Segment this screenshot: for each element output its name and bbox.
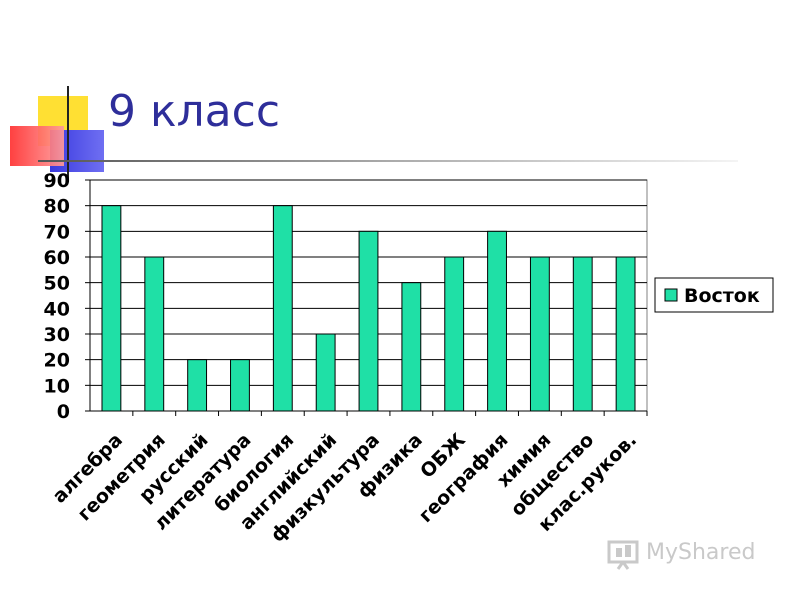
y-tick-label: 20 [44,350,70,372]
bar [487,230,507,412]
legend-swatch [664,288,678,302]
bar [358,230,379,412]
slide-title: 9 класс [108,86,281,137]
watermark-logo: MyShared [606,536,766,572]
bar [101,205,122,412]
y-tick-label: 0 [57,401,70,423]
bar [230,359,250,412]
bar [187,359,208,412]
bar [529,256,550,412]
deco-horizontal-line [38,160,738,162]
y-tick-label: 30 [44,324,70,346]
bar [615,256,636,412]
bar [444,256,465,412]
y-tick-label: 40 [44,298,70,320]
bar [144,256,165,412]
y-tick-label: 90 [44,170,70,192]
y-tick-label: 50 [44,273,70,295]
y-tick-label: 80 [44,196,70,218]
bar [401,282,422,412]
deco-red-square [10,126,64,166]
bar [315,333,336,412]
bar [272,205,293,412]
deco-vertical-line [67,86,69,182]
y-tick-label: 60 [44,247,70,269]
y-tick-label: 10 [44,375,70,397]
presentation-icon [607,540,639,570]
legend-label: Восток [684,285,760,307]
watermark-text: MyShared [646,540,756,565]
bar [572,256,593,412]
y-tick-label: 70 [44,221,70,243]
